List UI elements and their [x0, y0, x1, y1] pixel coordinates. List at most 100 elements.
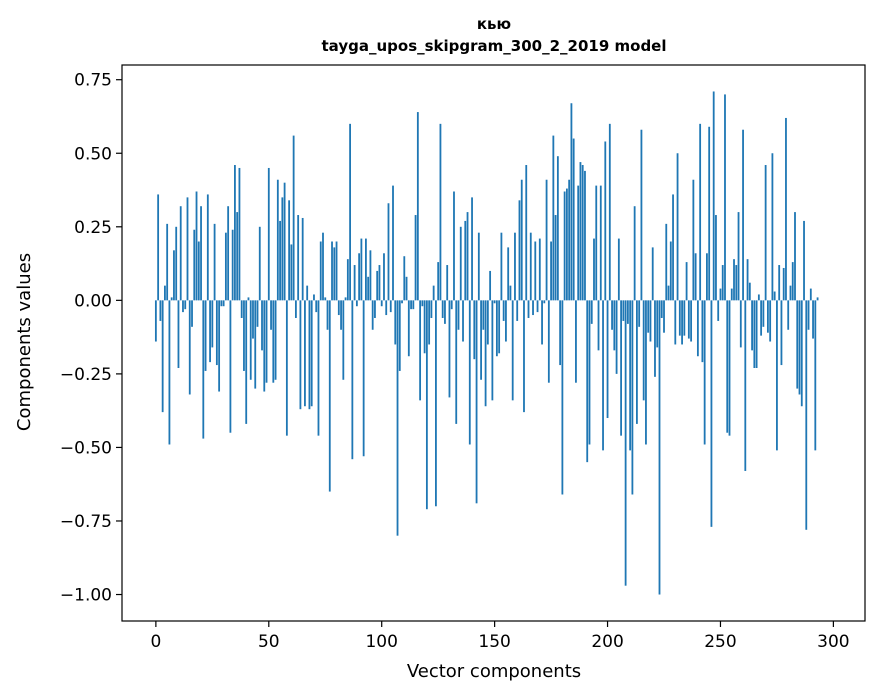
chart-subtitle: tayga_upos_skipgram_300_2_2019 model [322, 37, 667, 55]
bar-154 [502, 300, 505, 321]
bar-156 [507, 247, 510, 301]
bar-82 [340, 300, 342, 330]
bar-58 [285, 300, 288, 436]
x-tick-label: 0 [150, 632, 161, 652]
x-tick-label: 300 [817, 632, 849, 652]
bar-45 [256, 300, 259, 327]
bar-264 [751, 300, 753, 351]
bar-69 [310, 300, 313, 407]
bar-73 [319, 241, 322, 301]
bar-29 [220, 300, 223, 307]
bar-99 [378, 265, 381, 301]
bar-10 [177, 300, 180, 368]
bar-217 [645, 300, 647, 445]
bar-6 [168, 300, 171, 445]
bar-34 [231, 229, 234, 301]
bar-148 [489, 270, 492, 301]
bar-255 [730, 288, 733, 301]
bar-7 [170, 297, 173, 301]
y-axis-ticks: 0.75 0.50 0.25 0.00 −0.25 −0.50 −0.75 −1.00 [60, 71, 122, 606]
y-tick-label: 0.75 [74, 71, 112, 91]
bar-97 [374, 300, 376, 318]
bar-170 [538, 238, 541, 301]
bar-227 [667, 285, 670, 301]
bar-38 [240, 300, 243, 318]
bar-274 [773, 291, 776, 301]
x-tick-label: 100 [365, 632, 397, 652]
bar-137 [464, 220, 467, 301]
bar-184 [570, 103, 573, 301]
bar-39 [243, 300, 245, 371]
bar-94 [367, 276, 370, 301]
bar-277 [780, 300, 783, 366]
bar-263 [748, 282, 751, 301]
bar-188 [579, 162, 582, 301]
bar-258 [737, 212, 740, 301]
bar-136 [462, 300, 464, 342]
bar-68 [308, 300, 311, 410]
bar-152 [498, 300, 501, 354]
bar-66 [304, 300, 306, 407]
bar-248 [715, 215, 717, 301]
bar-291 [812, 300, 814, 339]
bar-235 [685, 262, 688, 301]
y-tick-label: 0.00 [74, 291, 112, 311]
bar-158 [511, 300, 514, 401]
bar-212 [633, 206, 636, 301]
bar-126 [439, 123, 442, 301]
bar-125 [437, 262, 440, 301]
bar-9 [175, 226, 178, 301]
bar-292 [814, 300, 817, 451]
bar-228 [669, 241, 672, 301]
bar-182 [565, 188, 568, 301]
bar-49 [265, 300, 268, 383]
bar-257 [735, 265, 738, 301]
bar-171 [541, 300, 543, 345]
bar-108 [398, 300, 401, 371]
bar-177 [554, 215, 557, 301]
bar-293 [816, 297, 819, 301]
bar-2 [159, 300, 162, 321]
bar-74 [322, 232, 324, 301]
bar-105 [392, 185, 394, 301]
bar-265 [753, 300, 756, 368]
bar-134 [457, 300, 460, 330]
bar-267 [757, 294, 760, 301]
bar-18 [195, 191, 198, 301]
bar-147 [486, 300, 489, 345]
bar-221 [654, 300, 656, 377]
bar-247 [712, 91, 715, 301]
bar-124 [435, 300, 437, 507]
bar-244 [706, 253, 708, 301]
bar-33 [229, 300, 232, 433]
bar-132 [453, 191, 455, 301]
bar-28 [218, 300, 221, 392]
bar-42 [249, 300, 252, 380]
bar-198 [602, 300, 604, 451]
bar-50 [267, 167, 270, 301]
bar-284 [796, 300, 799, 389]
bar-214 [638, 300, 641, 327]
bar-16 [191, 300, 193, 327]
bar-185 [572, 138, 575, 301]
bar-218 [647, 300, 650, 333]
bar-26 [213, 223, 216, 301]
bar-127 [441, 300, 444, 318]
bar-191 [586, 300, 589, 463]
bar-36 [236, 212, 239, 301]
bar-30 [222, 300, 225, 307]
bar-17 [193, 229, 196, 301]
bar-100 [380, 300, 383, 307]
bar-166 [529, 232, 532, 301]
bar-251 [721, 265, 724, 301]
bar-40 [245, 300, 248, 424]
bar-110 [403, 256, 406, 301]
bar-72 [317, 300, 320, 436]
bar-84 [344, 297, 347, 301]
bar-283 [794, 212, 796, 301]
bar-252 [724, 94, 726, 301]
bar-14 [186, 197, 189, 301]
bar-234 [683, 300, 686, 336]
x-tick-label: 50 [258, 632, 280, 652]
